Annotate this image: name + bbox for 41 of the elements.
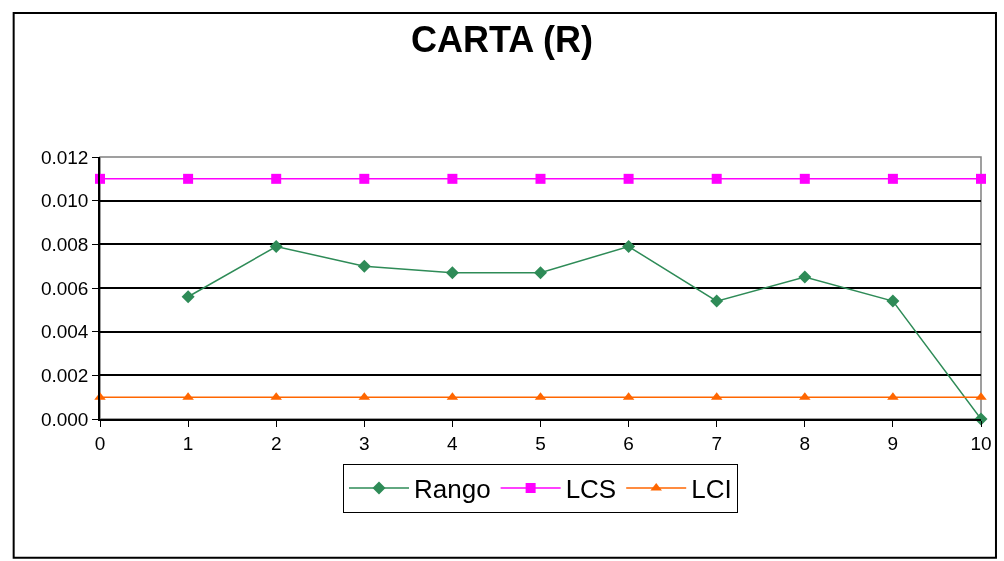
point (447, 173, 458, 184)
y-tick-label: 0.008 (40, 233, 89, 255)
point (710, 294, 724, 308)
y-tick-label: 0.012 (40, 146, 89, 168)
x-tick-label: 7 (711, 432, 722, 454)
point (711, 173, 722, 184)
point (799, 173, 810, 184)
x-tick-label: 8 (799, 432, 811, 454)
point (976, 173, 986, 184)
x-tick-label: 1 (182, 432, 194, 454)
legend-label: Rango (414, 474, 491, 505)
y-tick-label: 0.002 (40, 364, 89, 386)
point (622, 240, 636, 254)
y-tick-label: 0.004 (40, 321, 89, 343)
point (359, 173, 370, 184)
point (534, 266, 547, 280)
point (445, 266, 459, 280)
x-tick-label: 5 (535, 432, 546, 454)
legend-label: LCI (691, 474, 732, 505)
point (183, 173, 194, 184)
x-tick-label: 6 (623, 432, 634, 454)
point (623, 173, 634, 184)
point (271, 173, 282, 184)
y-tick-label: 0.010 (40, 190, 89, 212)
x-tick-label: 10 (970, 432, 992, 454)
x-tick-label: 3 (359, 432, 370, 454)
point (798, 270, 812, 284)
x-tick-label: 9 (887, 432, 899, 454)
legend-label: LCS (565, 474, 617, 505)
point (269, 240, 283, 254)
chart-title: CARTA (R) (411, 18, 593, 60)
point (887, 173, 898, 184)
point (357, 259, 371, 273)
x-tick-label: 2 (270, 432, 282, 454)
y-tick-label: 0.006 (40, 277, 89, 299)
point (181, 290, 195, 304)
point (535, 173, 546, 184)
x-tick-label: 4 (447, 432, 459, 454)
point (886, 294, 900, 308)
y-tick-label: 0.000 (40, 408, 89, 430)
x-tick-label: 0 (94, 432, 106, 454)
